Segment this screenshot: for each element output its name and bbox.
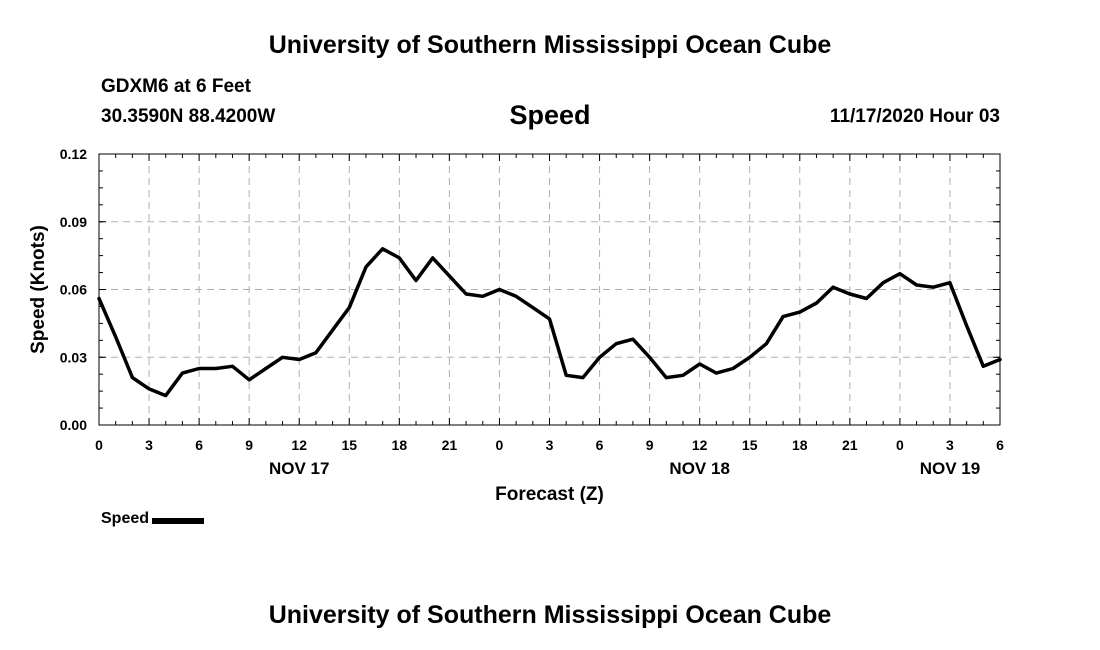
x-tick-label: 0: [95, 437, 103, 453]
x-tick-label: 6: [195, 437, 203, 453]
page-title: University of Southern Mississippi Ocean…: [268, 31, 832, 59]
day-label: NOV 19: [920, 459, 980, 478]
day-label: NOV 17: [269, 459, 329, 478]
day-label: NOV 18: [669, 459, 729, 478]
x-tick-label: 0: [496, 437, 504, 453]
legend: Speed: [101, 510, 205, 528]
x-tick-label: 9: [245, 437, 253, 453]
x-tick-label: 18: [792, 437, 808, 453]
legend-label: Speed: [101, 510, 150, 527]
series-layer: [97, 247, 1002, 398]
chart-title: Speed: [509, 100, 591, 130]
forecast-datetime: 11/17/2020 Hour 03: [829, 106, 1000, 127]
axis-ticks: [98, 153, 1001, 426]
y-axis-title: Speed (Knots): [28, 225, 49, 354]
x-tick-label: 0: [896, 437, 904, 453]
chart-grid: [99, 154, 1000, 425]
x-tick-label: 15: [742, 437, 758, 453]
x-tick-label: 3: [145, 437, 153, 453]
y-tick-label: 0.12: [60, 146, 87, 162]
y-tick-label: 0.00: [60, 417, 87, 433]
x-tick-label: 6: [596, 437, 604, 453]
y-tick-label: 0.03: [60, 349, 87, 365]
axis-labels: 0 3 6 9 12 15 18 21 0 3 6 9 12 15 18 21 0 3 6 0.00 0.03 0.06 0…: [28, 146, 1004, 505]
x-tick-label: 3: [546, 437, 554, 453]
x-axis-title: Forecast (Z): [495, 484, 604, 505]
x-tick-label: 12: [692, 437, 708, 453]
x-tick-label: 21: [442, 437, 458, 453]
y-tick-label: 0.06: [60, 282, 87, 298]
footer-title: University of Southern Mississippi Ocean…: [268, 601, 832, 629]
x-tick-label: 18: [392, 437, 408, 453]
x-tick-label: 3: [946, 437, 954, 453]
station-coordinates: 30.3590N 88.4200W: [101, 106, 276, 127]
station-label: GDXM6 at 6 Feet: [101, 76, 251, 97]
x-tick-label: 12: [291, 437, 307, 453]
y-tick-label: 0.09: [60, 214, 87, 230]
x-tick-label: 15: [341, 437, 357, 453]
legend-swatch: [152, 517, 205, 524]
x-tick-label: 9: [646, 437, 654, 453]
x-tick-label: 6: [996, 437, 1004, 453]
x-tick-label: 21: [842, 437, 858, 453]
